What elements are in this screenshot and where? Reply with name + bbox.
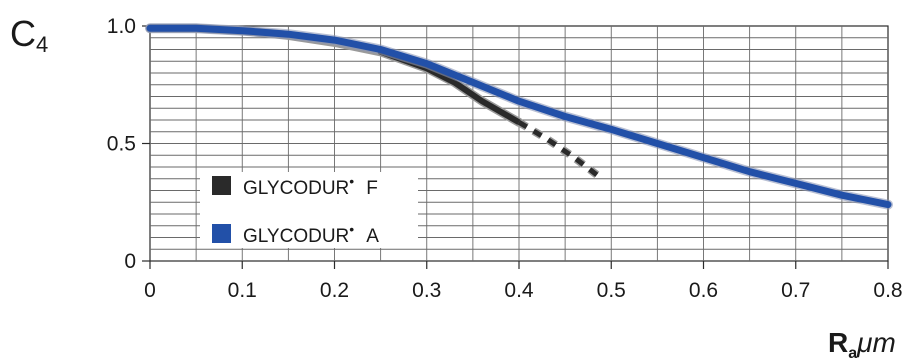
legend-label-mark: • [349,173,354,189]
y-tick-label: 1.0 [107,15,136,38]
x-tick-label: 0.7 [781,279,810,302]
legend-background [200,172,418,248]
legend-label: GLYCODUR• F [243,173,378,199]
x-tick-label: 0.6 [689,279,718,302]
x-tick-label: 0.8 [873,279,902,302]
series-glycodur-a-line [146,24,892,209]
legend-label: GLYCODUR• A [243,221,379,247]
legend [200,172,418,248]
legend-label-suffix: A [366,226,379,247]
x-tick-label: 0.4 [504,279,534,302]
x-tick-label: 0.1 [228,279,257,302]
legend-label-name: GLYCODUR [243,226,349,247]
legend-label-name: GLYCODUR [243,178,349,199]
x-axis-title-unit: μm [856,327,896,358]
y-axis-title-main: C [10,13,36,54]
legend-swatch [212,176,231,195]
series-layer [145,23,893,210]
tick-labels: 0 0.1 0.2 0.3 0.4 0.5 0.6 0.7 0.8 0 0.5 1.0 [107,15,903,302]
x-tick-label: 0.3 [412,279,441,302]
legend-label-suffix: F [366,178,378,199]
y-axis-title: C4 [10,13,48,57]
y-tick-label: 0.5 [107,133,136,156]
x-axis-title-sub: a [848,345,857,361]
x-tick-label: 0.2 [320,279,349,302]
x-axis-title-main: R [828,327,848,358]
x-axis-title: Raμm [828,327,896,361]
y-axis-title-sub: 4 [36,32,48,57]
legend-label-mark: • [349,221,354,237]
x-tick-label: 0.5 [597,279,626,302]
x-tick-label: 0 [144,279,156,302]
y-tick-label: 0 [124,250,136,273]
legend-swatch [212,224,231,243]
